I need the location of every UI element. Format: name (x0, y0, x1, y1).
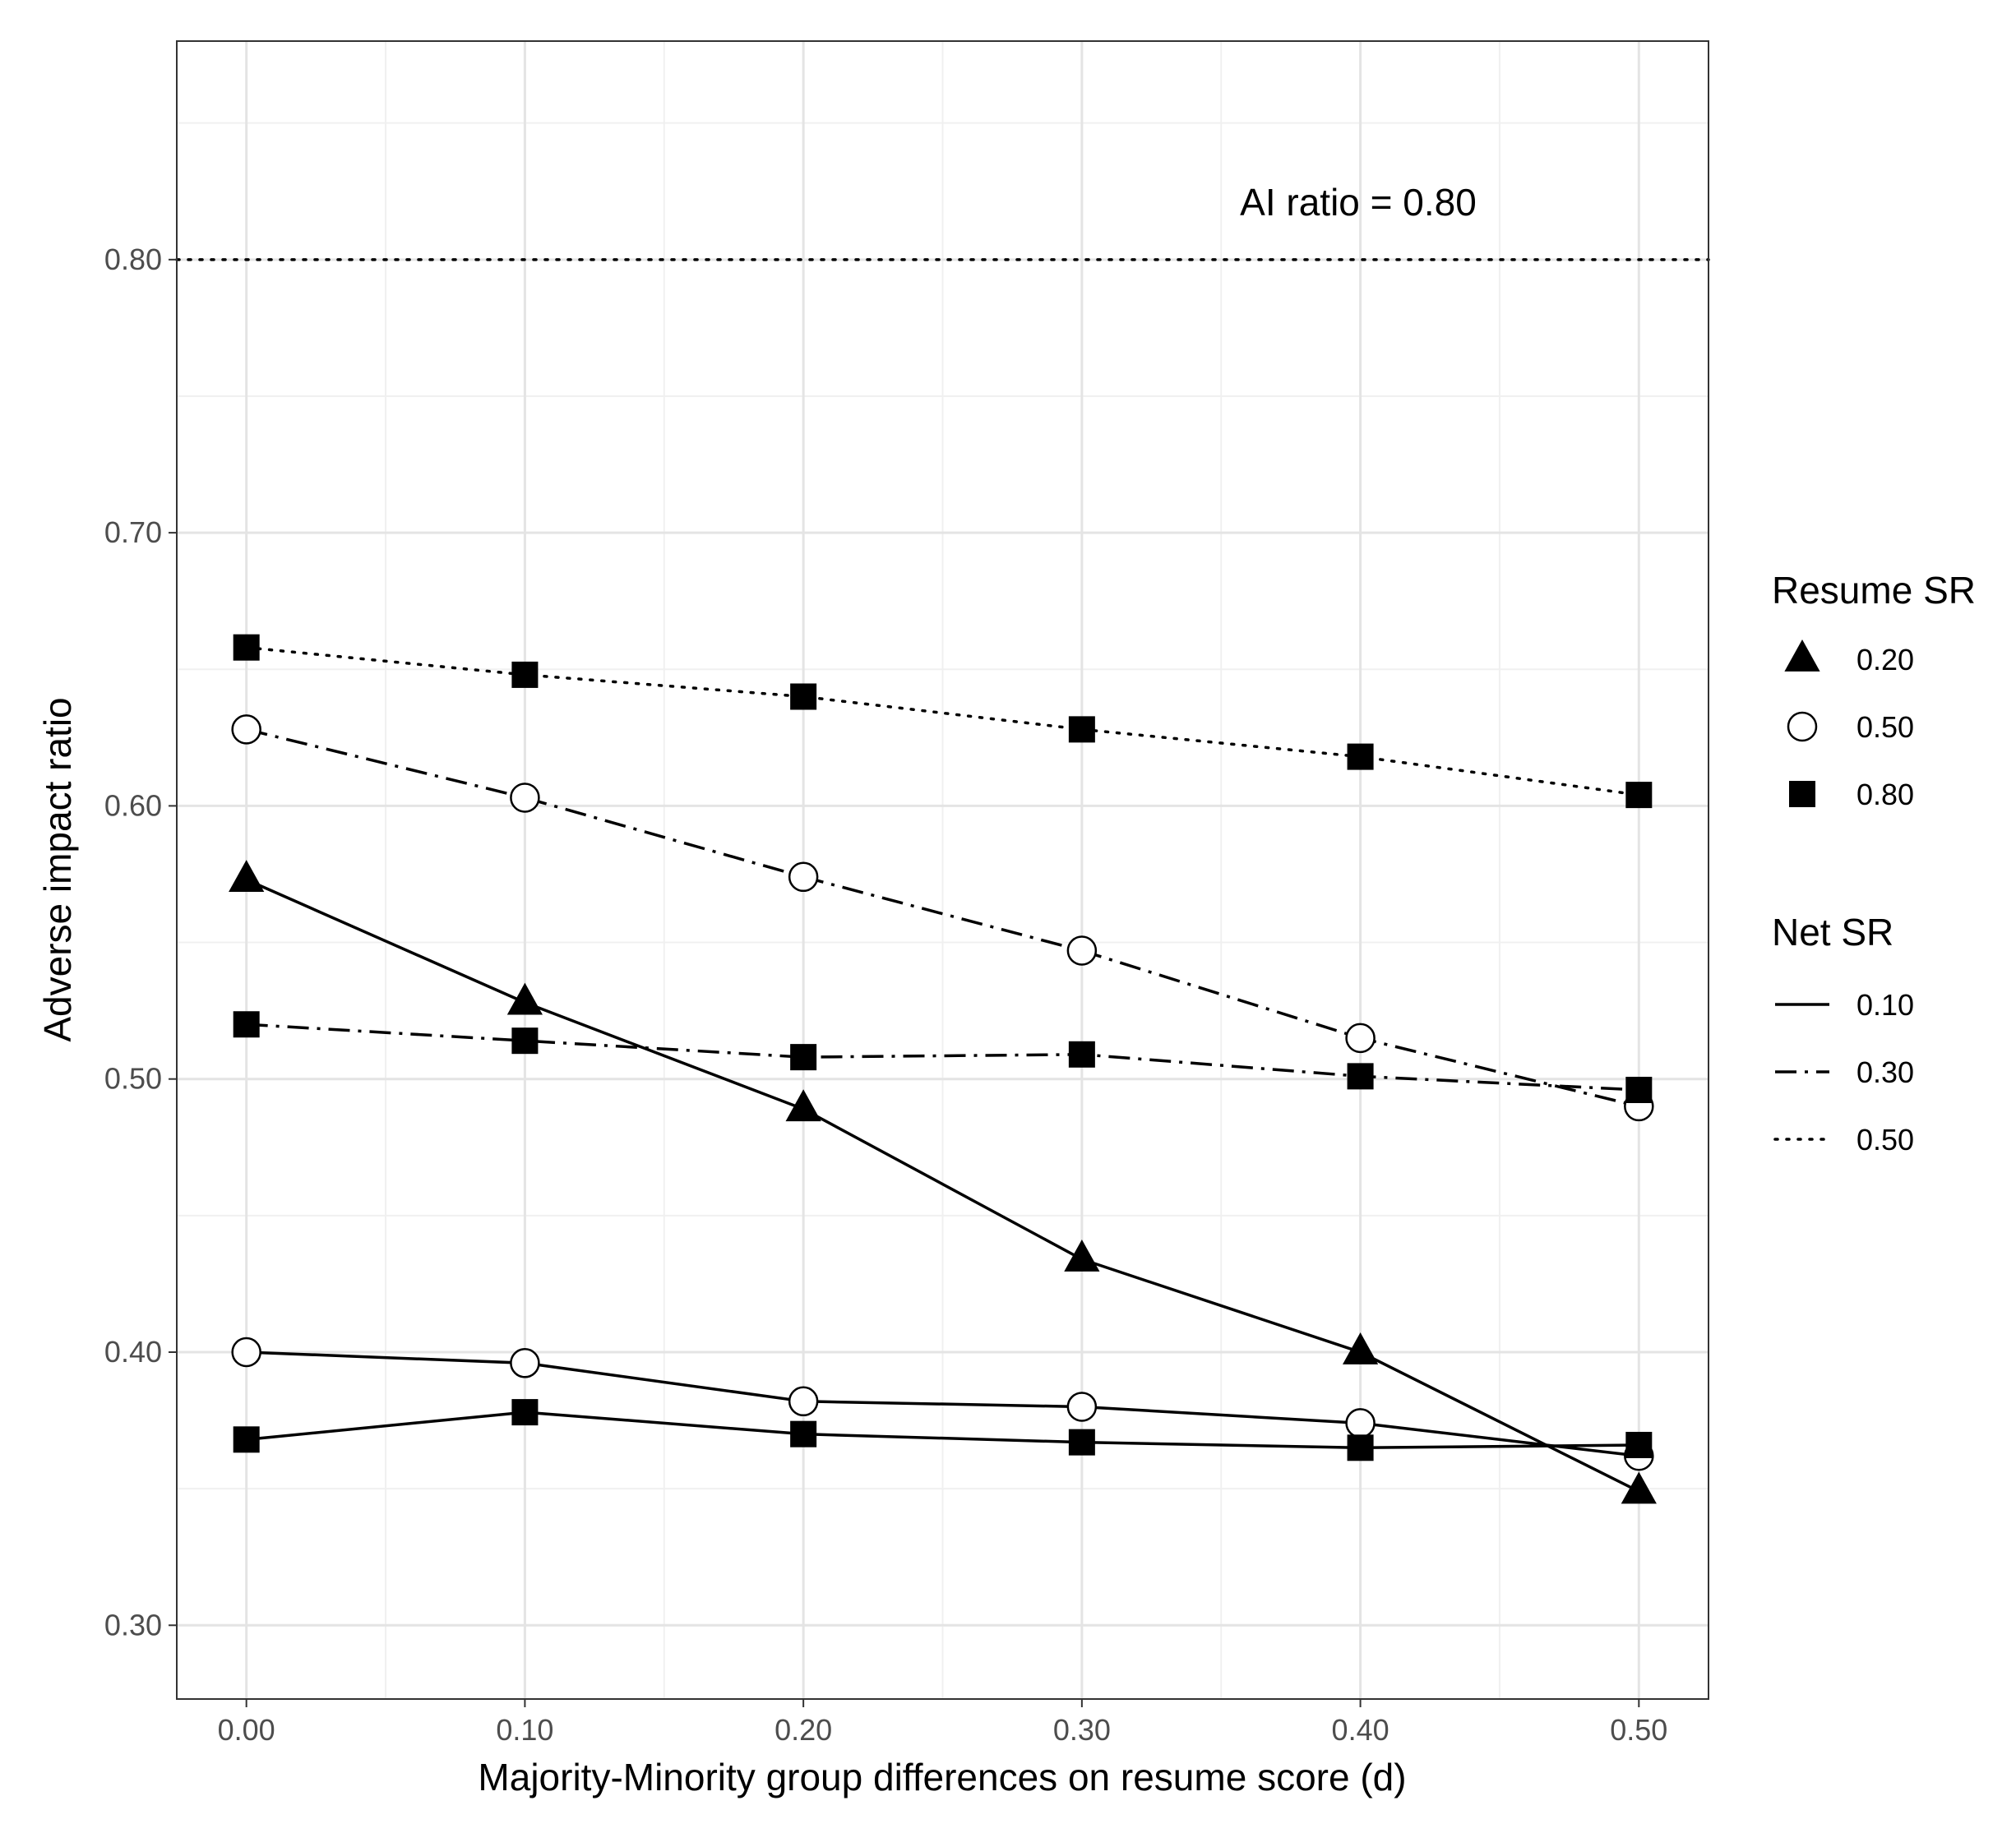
series-6-point (790, 683, 817, 710)
series-line-6 (244, 645, 1641, 796)
legend-label-resume-sr: 0.80 (1856, 778, 1914, 811)
series-3-point (1625, 1431, 1653, 1458)
legend-key-triangle (1784, 639, 1820, 672)
y-tick-label: 0.40 (104, 1335, 162, 1369)
series-3-point (233, 1426, 260, 1453)
x-tick-label: 0.50 (1610, 1713, 1667, 1747)
y-tick-label: 0.60 (104, 788, 162, 822)
legend-label-resume-sr: 0.50 (1856, 710, 1914, 744)
series-6-point (1625, 782, 1653, 809)
panel-border (176, 40, 1709, 1700)
legend-label-net-sr: 0.10 (1856, 988, 1914, 1022)
series-line-5 (246, 1023, 1639, 1092)
y-tick-label: 0.50 (104, 1062, 162, 1096)
series-2-point (788, 1386, 819, 1417)
series-5-point (511, 1027, 539, 1055)
series-6-point (233, 634, 260, 661)
series-4-point (1066, 935, 1098, 966)
x-tick-label: 0.00 (218, 1713, 275, 1747)
grid-minor (177, 41, 1709, 1699)
series-1-point (785, 1089, 821, 1122)
y-tick-label: 0.30 (104, 1608, 162, 1641)
series-1-point (506, 982, 543, 1015)
series-2-point (1345, 1408, 1376, 1438)
series-4-point (788, 861, 819, 893)
series-3-point (1347, 1434, 1374, 1461)
y-tick-label: 0.80 (104, 242, 162, 276)
legend-label-net-sr: 0.50 (1856, 1123, 1914, 1157)
series-4-point (231, 714, 261, 745)
series-6-point (511, 661, 539, 688)
series-3-point (790, 1420, 817, 1447)
y-tick-label: 0.70 (104, 515, 162, 549)
legend-key-circle (1787, 711, 1818, 742)
series-line-2 (246, 1351, 1639, 1457)
series-1-point (1621, 1471, 1657, 1504)
legend-title-net-sr: Net SR (1772, 911, 1893, 953)
y-axis-title: Adverse impact ratio (36, 697, 79, 1041)
legend-title-resume-sr: Resume SR (1772, 569, 1976, 612)
legend-label-net-sr: 0.30 (1856, 1055, 1914, 1089)
legend-key-square (1789, 781, 1815, 807)
series-2-point (231, 1337, 261, 1368)
series-3-point (511, 1399, 539, 1426)
series-line-3 (246, 1411, 1639, 1450)
series-5-point (790, 1044, 817, 1071)
series-line-4 (246, 727, 1639, 1108)
legend-label-resume-sr: 0.20 (1856, 643, 1914, 676)
series-4-point (510, 783, 540, 813)
series-6-point (1347, 743, 1374, 770)
x-tick-label: 0.10 (496, 1713, 553, 1747)
series-5-point (1068, 1041, 1095, 1068)
reference-line-label: AI ratio = 0.80 (1240, 181, 1477, 224)
x-tick-label: 0.40 (1332, 1713, 1389, 1747)
x-tick-label: 0.20 (774, 1713, 832, 1747)
series-1-point (1064, 1240, 1100, 1272)
series-6-point (1068, 716, 1095, 743)
series-2-point (510, 1348, 540, 1378)
series-5-point (1625, 1076, 1653, 1103)
x-axis-title: Majority-Minority group differences on r… (478, 1756, 1406, 1798)
legend: Resume SR Net SR 0.20 0.50 0.80 0.10 0.30 0.5… (1772, 569, 1976, 1157)
x-tick-label: 0.30 (1053, 1713, 1111, 1747)
series-5-point (233, 1011, 260, 1038)
series-markers (229, 634, 1657, 1504)
series-line-1 (245, 878, 1640, 1494)
series-5-point (1347, 1063, 1374, 1090)
series-lines (244, 645, 1641, 1494)
series-3-point (1068, 1429, 1095, 1456)
series-1-point (1342, 1332, 1379, 1364)
axes: 0.00 0.10 0.20 0.30 0.40 0.50 0.30 0.40 0.50 0.60… (104, 242, 1667, 1747)
series-4-point (1345, 1023, 1376, 1054)
series-1-point (229, 860, 265, 893)
series-2-point (1066, 1392, 1098, 1422)
